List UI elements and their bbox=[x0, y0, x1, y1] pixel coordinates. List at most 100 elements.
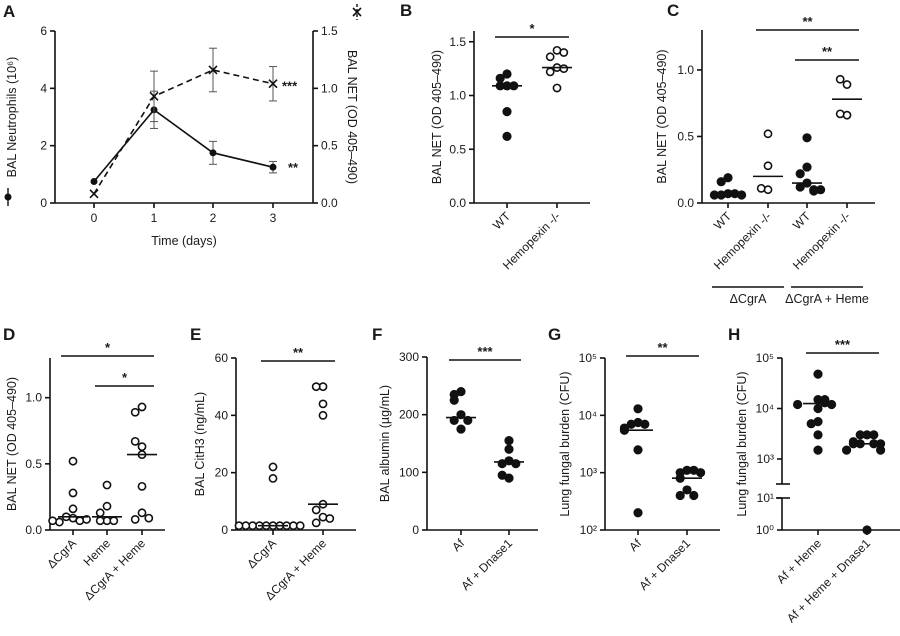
y-axis-title: BAL NET (OD 405–490) bbox=[5, 377, 19, 511]
y-tick-label: 1.0 bbox=[677, 63, 694, 77]
y-tick-label: 4 bbox=[40, 81, 47, 95]
data-point bbox=[295, 521, 305, 531]
significance-label: ** bbox=[822, 44, 833, 59]
category-label: ΔCgrA bbox=[244, 536, 279, 571]
data-point bbox=[234, 521, 244, 531]
data-point bbox=[763, 185, 773, 195]
data-point bbox=[497, 459, 507, 469]
data-point bbox=[869, 430, 879, 440]
data-point bbox=[109, 516, 119, 526]
significance-label: *** bbox=[282, 79, 298, 94]
data-point bbox=[545, 67, 555, 77]
data-point bbox=[456, 424, 466, 434]
data-point bbox=[626, 419, 636, 429]
data-point bbox=[311, 505, 321, 515]
category-label: ΔCgrA + Heme bbox=[81, 536, 148, 603]
data-point bbox=[826, 399, 837, 410]
x-tick-label: 0 bbox=[91, 211, 98, 225]
significance-label: *** bbox=[477, 344, 493, 359]
panel-label: B bbox=[400, 1, 412, 20]
y-tick-label: 1.5 bbox=[449, 35, 466, 49]
y-tick-label: 10⁵ bbox=[756, 351, 774, 365]
data-point bbox=[502, 69, 512, 79]
y-tick-label: 0 bbox=[412, 523, 419, 537]
data-point bbox=[820, 395, 830, 405]
category-label: ΔCgrA bbox=[44, 536, 79, 571]
category-label: Heme bbox=[81, 536, 114, 569]
significance-label: ** bbox=[293, 345, 304, 360]
y2-axis-title: BAL NET (OD 405–490) bbox=[345, 50, 359, 184]
data-point bbox=[835, 74, 845, 84]
y-axis-title: BAL NET (OD 405–490) bbox=[430, 50, 444, 184]
y-tick-label: 200 bbox=[399, 408, 419, 422]
x-tick-label: 2 bbox=[210, 211, 217, 225]
panel-label: H bbox=[728, 325, 740, 344]
significance-label: * bbox=[122, 370, 128, 385]
y-tick-label: 1.0 bbox=[449, 89, 466, 103]
data-point bbox=[268, 473, 278, 483]
data-point bbox=[835, 109, 845, 119]
y-axis-title: BAL Neutrophils (10⁶) bbox=[5, 57, 19, 178]
y-tick-label: 10³ bbox=[757, 452, 774, 466]
data-point bbox=[802, 133, 812, 143]
y2-tick-label: 0.5 bbox=[321, 139, 338, 153]
y-tick-label: 10³ bbox=[580, 466, 597, 480]
data-point bbox=[736, 190, 747, 200]
y-tick-label: 60 bbox=[215, 351, 229, 365]
y-tick-label: 10⁰ bbox=[756, 523, 774, 537]
data-point bbox=[802, 162, 812, 172]
data-point bbox=[137, 402, 147, 412]
y-tick-label: 10⁵ bbox=[579, 351, 597, 365]
significance-label: * bbox=[529, 21, 535, 36]
data-point bbox=[842, 110, 852, 120]
significance-label: * bbox=[105, 340, 111, 355]
data-point bbox=[813, 445, 823, 455]
data-point bbox=[463, 415, 473, 426]
data-point bbox=[842, 80, 852, 89]
y-axis-title: Lung fungal burden (CFU) bbox=[735, 371, 749, 516]
data-point bbox=[841, 445, 852, 455]
y-tick-label: 100 bbox=[399, 465, 419, 479]
data-point bbox=[723, 173, 733, 183]
data-point bbox=[792, 399, 803, 410]
data-point bbox=[504, 444, 514, 454]
data-point bbox=[144, 513, 154, 523]
y-tick-label: 0 bbox=[40, 196, 47, 210]
y-tick-label: 1.0 bbox=[25, 391, 42, 405]
data-point bbox=[709, 190, 720, 200]
data-point bbox=[102, 480, 112, 490]
y-tick-label: 0.0 bbox=[677, 196, 694, 210]
data-point bbox=[763, 161, 773, 171]
panel-label: A bbox=[3, 2, 15, 21]
data-point bbox=[449, 395, 459, 405]
data-point bbox=[813, 403, 823, 414]
data-point bbox=[552, 83, 562, 93]
data-point bbox=[633, 404, 643, 414]
data-point bbox=[695, 468, 706, 478]
data-point bbox=[68, 456, 78, 466]
data-point bbox=[795, 169, 805, 179]
data-point bbox=[756, 183, 766, 193]
data-point bbox=[559, 64, 569, 74]
data-point bbox=[269, 163, 277, 171]
data-point bbox=[130, 407, 140, 417]
data-point bbox=[318, 410, 328, 420]
y-tick-label: 0.5 bbox=[25, 457, 42, 471]
data-point-x bbox=[89, 189, 99, 199]
y-axis-title: BAL CitH3 (ng/mL) bbox=[193, 392, 207, 496]
data-point bbox=[325, 514, 335, 523]
group-label: ΔCgrA bbox=[730, 292, 767, 306]
data-point bbox=[82, 515, 91, 524]
y-axis-title: BAL albumin (µg/mL) bbox=[378, 385, 392, 502]
x-tick-label: 3 bbox=[270, 211, 277, 225]
data-point bbox=[675, 490, 685, 501]
data-point bbox=[268, 462, 278, 472]
data-point bbox=[806, 419, 816, 429]
legend-neutrophils-marker-icon bbox=[4, 193, 12, 201]
data-point bbox=[815, 185, 826, 195]
data-point bbox=[137, 508, 147, 518]
data-point bbox=[795, 182, 805, 192]
y-axis-title: BAL NET (OD 405–490) bbox=[655, 49, 669, 183]
group-label: ΔCgrA + Heme bbox=[785, 292, 869, 306]
